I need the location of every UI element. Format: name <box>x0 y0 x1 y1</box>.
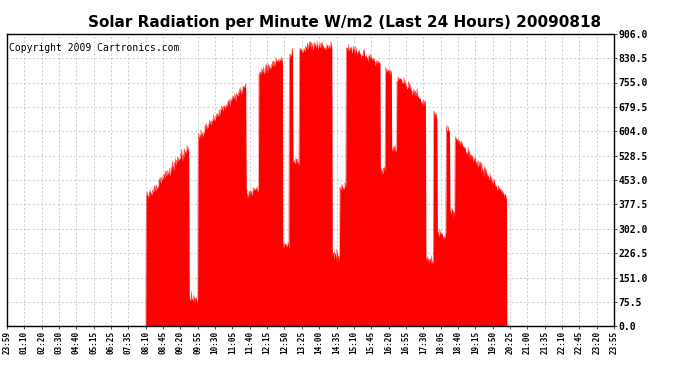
Text: Solar Radiation per Minute W/m2 (Last 24 Hours) 20090818: Solar Radiation per Minute W/m2 (Last 24… <box>88 15 602 30</box>
Text: Copyright 2009 Cartronics.com: Copyright 2009 Cartronics.com <box>9 42 179 52</box>
